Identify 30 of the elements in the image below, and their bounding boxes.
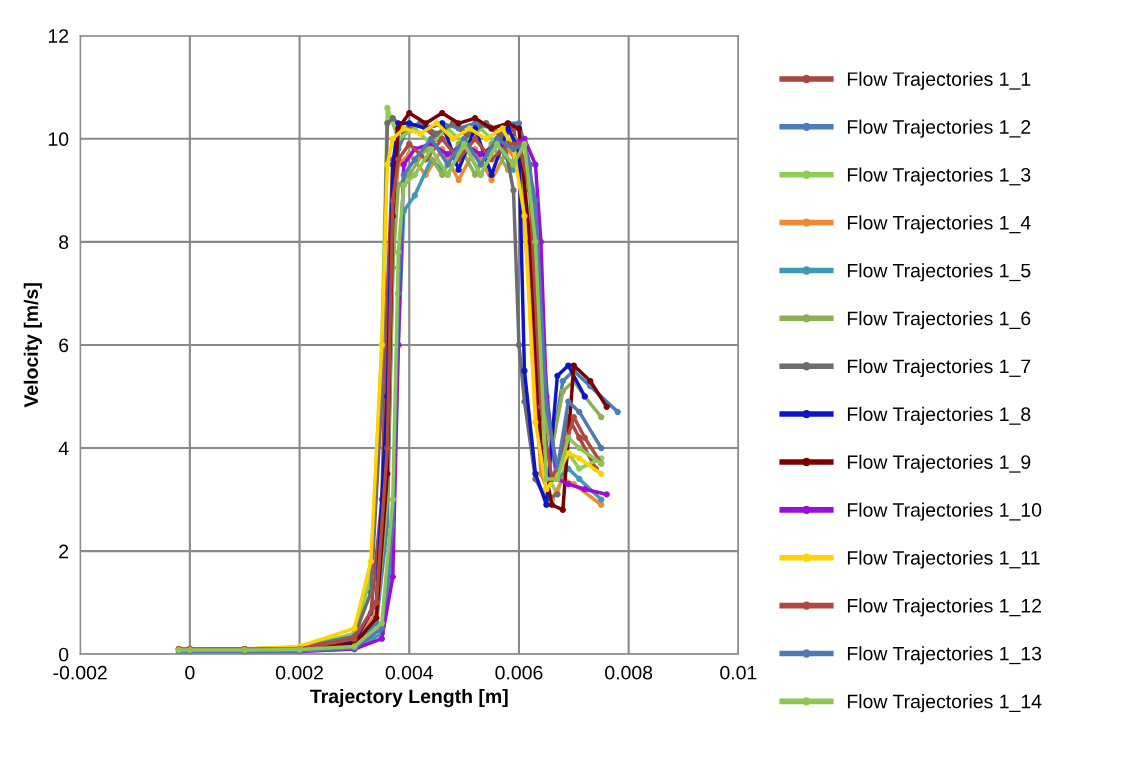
- legend-label: Flow Trajectories 1_12: [847, 598, 1041, 617]
- x-tick-label: 0.004: [385, 665, 434, 680]
- y-tick-label: 0: [58, 647, 69, 662]
- x-tick-label: 0.008: [605, 665, 653, 680]
- x-tick-label: -0.002: [53, 665, 107, 680]
- y-tick-label: 4: [58, 441, 69, 456]
- x-tick-label: 0.01: [720, 665, 757, 680]
- x-tick-label: 0.006: [495, 665, 543, 680]
- y-tick-label: 6: [59, 338, 69, 353]
- y-tick-label: 2: [59, 544, 69, 559]
- y-tick-label: 12: [48, 29, 69, 43]
- legend-label: Flow Trajectories 1_14: [847, 694, 1042, 713]
- legend-label: Flow Trajectories 1_9: [847, 454, 1031, 473]
- legend-label: Flow Trajectories 1_7: [847, 358, 1031, 378]
- legend-label: Flow Trajectories 1_13: [847, 646, 1042, 665]
- x-tick-label: 0.002: [275, 665, 323, 680]
- x-axis-title: Trajectory Length [m]: [310, 688, 508, 708]
- y-tick-label: 10: [48, 132, 69, 147]
- legend-label: Flow Trajectories 1_6: [847, 311, 1031, 330]
- legend-label: Flow Trajectories 1_11: [847, 550, 1040, 569]
- legend-label: Flow Trajectories 1_2: [847, 119, 1031, 138]
- x-tick-label: 0: [185, 665, 195, 680]
- legend-label: Flow Trajectories 1_4: [847, 215, 1031, 234]
- legend-label: Flow Trajectories 1_1: [847, 71, 1031, 90]
- legend-label: Flow Trajectories 1_5: [847, 263, 1031, 282]
- legend-label: Flow Trajectories 1_3: [847, 167, 1031, 186]
- legend-label: Flow Trajectories 1_8: [847, 406, 1031, 425]
- y-tick-label: 8: [59, 235, 69, 250]
- y-axis-title: Velocity [m/s]: [23, 283, 42, 408]
- legend-label: Flow Trajectories 1_10: [847, 502, 1042, 521]
